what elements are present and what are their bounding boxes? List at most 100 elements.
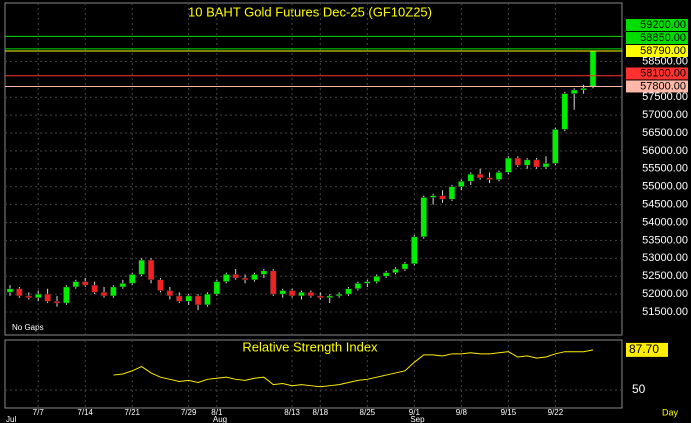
candle-body bbox=[260, 270, 268, 275]
candle-body bbox=[204, 293, 211, 306]
candle-body bbox=[570, 89, 578, 94]
candle-body bbox=[91, 284, 98, 293]
candle-body bbox=[354, 283, 362, 289]
x-tick-label: 8/18 bbox=[313, 408, 329, 417]
candle-body bbox=[561, 93, 569, 130]
candle-body bbox=[16, 288, 23, 297]
candle-body bbox=[345, 288, 352, 295]
x-tick-label: 8/25 bbox=[360, 408, 376, 417]
y-tick-label: 52000.00 bbox=[642, 288, 688, 300]
candle-body bbox=[382, 272, 390, 277]
y-tick-label: 52500.00 bbox=[642, 270, 688, 282]
candle-body bbox=[53, 301, 61, 304]
candle-body bbox=[392, 268, 399, 273]
candle-body bbox=[270, 270, 277, 295]
candle-body bbox=[185, 295, 192, 302]
y-tick-label: 54500.00 bbox=[642, 199, 688, 211]
candle-body bbox=[335, 293, 343, 297]
x-tick-label: 7/29 bbox=[181, 408, 197, 417]
candle-body bbox=[100, 292, 108, 297]
candle-body bbox=[298, 292, 305, 297]
candle-body bbox=[317, 295, 324, 298]
price-panel bbox=[4, 2, 623, 336]
candle-body bbox=[401, 263, 409, 270]
candle-body bbox=[81, 281, 89, 286]
level-label: 57800.00 bbox=[640, 80, 686, 92]
x-month-label: Jul bbox=[6, 415, 16, 423]
x-tick-label: 8/1 bbox=[211, 408, 223, 417]
candle-body bbox=[439, 195, 446, 200]
candle-body bbox=[467, 173, 475, 182]
rsi-panel bbox=[4, 339, 623, 409]
candle-body bbox=[128, 274, 136, 284]
candle-body bbox=[514, 157, 522, 166]
x-month-label: Sep bbox=[410, 415, 425, 423]
candle-body bbox=[429, 195, 437, 198]
candle-body bbox=[34, 293, 42, 298]
candle-body bbox=[420, 197, 427, 238]
candle-body bbox=[110, 286, 117, 297]
candle-body bbox=[523, 159, 531, 166]
level-label-box bbox=[626, 67, 688, 80]
y-tick-label: 54000.00 bbox=[642, 216, 688, 228]
x-tick-label: 7/14 bbox=[77, 408, 93, 417]
value-label-box bbox=[626, 342, 668, 357]
y-tick-label: 57500.00 bbox=[642, 91, 688, 103]
y-tick-label: 51500.00 bbox=[642, 306, 688, 318]
candle-body bbox=[176, 295, 183, 302]
candle-body bbox=[72, 281, 80, 288]
level-label-box bbox=[626, 45, 688, 58]
candle-body bbox=[411, 236, 418, 264]
x-tick-label: 9/8 bbox=[456, 408, 468, 417]
value-label: 87.70 bbox=[629, 342, 659, 356]
y-tick-label: 56500.00 bbox=[642, 127, 688, 139]
level-label: 59200.00 bbox=[640, 19, 686, 31]
candle-body bbox=[458, 181, 465, 187]
candle-body bbox=[232, 274, 239, 279]
candle-body bbox=[166, 290, 174, 297]
candle-body bbox=[589, 50, 597, 87]
candle-body bbox=[241, 277, 249, 281]
x-tick-label: 9/22 bbox=[548, 408, 564, 417]
candle-body bbox=[6, 288, 14, 293]
candle-body bbox=[505, 157, 512, 173]
candle-body bbox=[326, 295, 333, 298]
y-tick-label: 57000.00 bbox=[642, 109, 688, 121]
x-tick-label: 9/15 bbox=[501, 408, 517, 417]
chart-title: 10 BAHT Gold Futures Dec-25 (GF10Z25) bbox=[188, 4, 432, 19]
candle-body bbox=[476, 173, 484, 179]
rsi-title: Relative Strength Index bbox=[242, 339, 378, 354]
y-tick-label: 53500.00 bbox=[642, 234, 688, 246]
x-tick-label: 7/21 bbox=[124, 408, 140, 417]
y-tick-label: 53000.00 bbox=[642, 252, 688, 264]
candle-body bbox=[373, 275, 380, 282]
note: No Gaps bbox=[12, 323, 44, 332]
level-label-box bbox=[626, 32, 688, 45]
candle-body bbox=[448, 186, 456, 200]
level-label: 58850.00 bbox=[640, 32, 686, 44]
candle-body bbox=[119, 283, 127, 288]
x-axis-label: Day bbox=[662, 407, 679, 417]
level-label-box bbox=[626, 19, 688, 32]
candle-body bbox=[213, 281, 221, 295]
candle-body bbox=[194, 295, 202, 306]
candle-body bbox=[307, 292, 315, 297]
candle-body bbox=[44, 293, 51, 302]
candle-body bbox=[63, 286, 70, 304]
candle-body bbox=[542, 163, 550, 168]
x-tick-label: 7/7 bbox=[33, 408, 45, 417]
candle-body bbox=[25, 295, 33, 298]
candle-body bbox=[486, 177, 493, 180]
candle-body bbox=[157, 279, 164, 291]
y-tick-label: 56000.00 bbox=[642, 145, 688, 157]
x-tick-label: 8/13 bbox=[284, 408, 300, 417]
candle-body bbox=[223, 274, 230, 282]
y-tick-label: 50 bbox=[632, 382, 646, 396]
y-tick-label: 58500.00 bbox=[642, 55, 688, 67]
candle-body bbox=[552, 129, 559, 164]
candle-body bbox=[147, 259, 155, 281]
y-tick-label: 55500.00 bbox=[642, 163, 688, 175]
candle-body bbox=[251, 274, 258, 281]
